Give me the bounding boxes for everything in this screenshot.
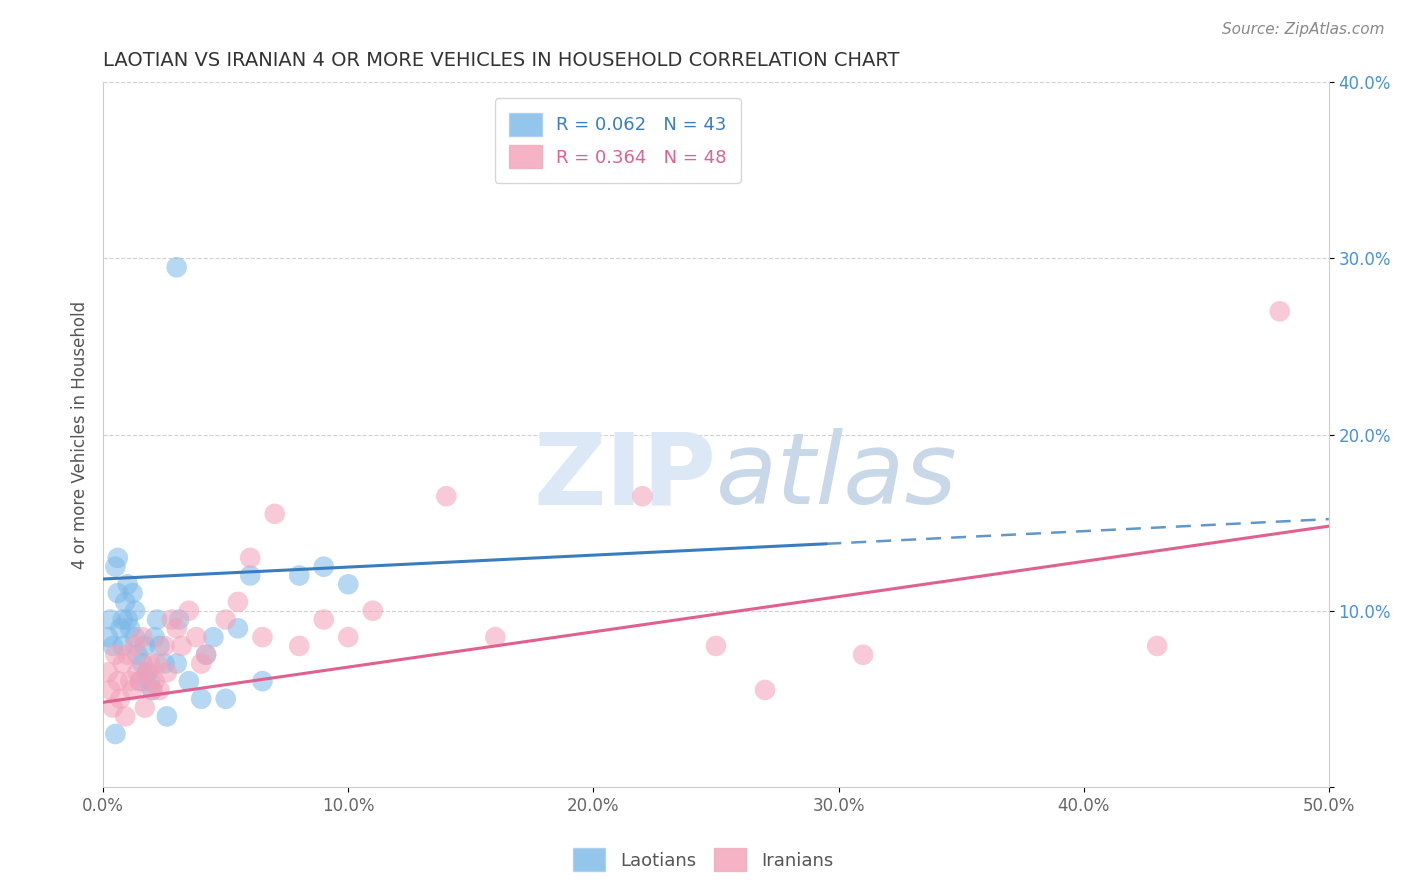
- Point: [190, 657, 212, 671]
- Point: [111, 639, 134, 653]
- Point: [186, 630, 208, 644]
- Point: [252, 630, 274, 644]
- Point: [166, 621, 188, 635]
- Point: [141, 683, 163, 698]
- Point: [107, 674, 129, 689]
- Point: [190, 691, 212, 706]
- Point: [104, 648, 127, 662]
- Point: [124, 604, 146, 618]
- Point: [146, 613, 169, 627]
- Point: [117, 577, 139, 591]
- Point: [107, 586, 129, 600]
- Point: [1146, 639, 1168, 653]
- Point: [136, 665, 159, 680]
- Point: [110, 621, 132, 635]
- Point: [754, 683, 776, 698]
- Point: [117, 613, 139, 627]
- Point: [117, 648, 139, 662]
- Point: [312, 613, 335, 627]
- Point: [148, 683, 170, 698]
- Point: [120, 674, 142, 689]
- Point: [131, 657, 153, 671]
- Point: [131, 630, 153, 644]
- Text: LAOTIAN VS IRANIAN 4 OR MORE VEHICLES IN HOUSEHOLD CORRELATION CHART: LAOTIAN VS IRANIAN 4 OR MORE VEHICLES IN…: [103, 51, 900, 70]
- Point: [138, 657, 160, 671]
- Point: [97, 665, 120, 680]
- Point: [100, 683, 122, 698]
- Point: [361, 604, 384, 618]
- Point: [177, 604, 200, 618]
- Point: [195, 648, 218, 662]
- Text: Source: ZipAtlas.com: Source: ZipAtlas.com: [1222, 22, 1385, 37]
- Point: [124, 639, 146, 653]
- Legend: Laotians, Iranians: Laotians, Iranians: [565, 841, 841, 879]
- Point: [631, 489, 654, 503]
- Point: [110, 691, 132, 706]
- Point: [852, 648, 875, 662]
- Point: [114, 709, 136, 723]
- Point: [134, 639, 156, 653]
- Point: [129, 674, 152, 689]
- Text: atlas: atlas: [716, 428, 957, 525]
- Point: [114, 595, 136, 609]
- Point: [166, 260, 188, 275]
- Point: [107, 550, 129, 565]
- Point: [239, 550, 262, 565]
- Point: [156, 709, 179, 723]
- Point: [160, 613, 183, 627]
- Point: [202, 630, 225, 644]
- Point: [166, 657, 188, 671]
- Point: [127, 648, 149, 662]
- Point: [177, 674, 200, 689]
- Point: [127, 665, 149, 680]
- Point: [104, 727, 127, 741]
- Point: [337, 630, 360, 644]
- Point: [434, 489, 457, 503]
- Point: [134, 700, 156, 714]
- Point: [312, 559, 335, 574]
- Point: [97, 630, 120, 644]
- Point: [148, 639, 170, 653]
- Point: [195, 648, 218, 662]
- Point: [124, 630, 146, 644]
- Point: [239, 568, 262, 582]
- Point: [153, 657, 176, 671]
- Point: [215, 691, 238, 706]
- Text: ZIP: ZIP: [533, 428, 716, 525]
- Point: [288, 639, 311, 653]
- Point: [111, 613, 134, 627]
- Point: [143, 630, 166, 644]
- Point: [153, 639, 176, 653]
- Point: [263, 507, 285, 521]
- Point: [146, 657, 169, 671]
- Point: [167, 613, 190, 627]
- Point: [226, 621, 249, 635]
- Point: [101, 639, 124, 653]
- Point: [101, 700, 124, 714]
- Point: [121, 586, 143, 600]
- Point: [226, 595, 249, 609]
- Point: [484, 630, 506, 644]
- Point: [120, 621, 142, 635]
- Point: [252, 674, 274, 689]
- Point: [170, 639, 193, 653]
- Point: [1268, 304, 1291, 318]
- Point: [337, 577, 360, 591]
- Legend: R = 0.062   N = 43, R = 0.364   N = 48: R = 0.062 N = 43, R = 0.364 N = 48: [495, 98, 741, 183]
- Point: [121, 683, 143, 698]
- Point: [129, 674, 152, 689]
- Point: [111, 657, 134, 671]
- Point: [288, 568, 311, 582]
- Point: [143, 674, 166, 689]
- Point: [141, 683, 163, 698]
- Point: [100, 613, 122, 627]
- Point: [156, 665, 179, 680]
- Point: [104, 559, 127, 574]
- Point: [215, 613, 238, 627]
- Point: [136, 665, 159, 680]
- Y-axis label: 4 or more Vehicles in Household: 4 or more Vehicles in Household: [72, 301, 89, 569]
- Point: [138, 674, 160, 689]
- Point: [704, 639, 727, 653]
